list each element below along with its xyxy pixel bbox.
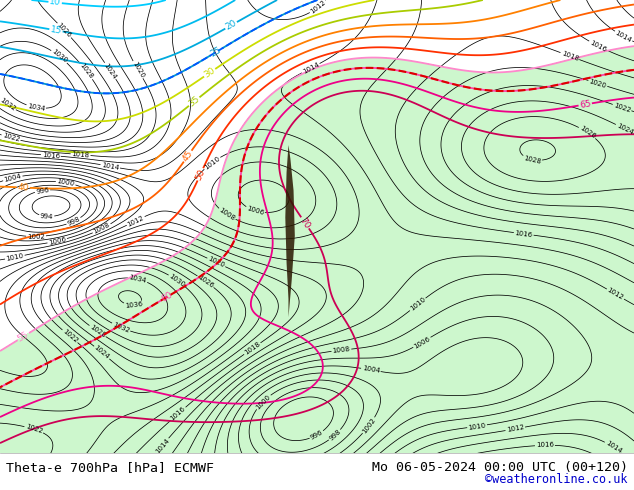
Text: 1012: 1012 [606, 287, 624, 301]
Text: 1024: 1024 [93, 344, 110, 361]
Text: 1016: 1016 [514, 230, 533, 238]
Text: 70: 70 [298, 216, 312, 230]
Text: 1018: 1018 [560, 50, 579, 62]
Text: 60: 60 [160, 290, 175, 303]
Text: 1012: 1012 [126, 214, 145, 227]
Text: 35: 35 [187, 95, 202, 109]
Text: 1034: 1034 [27, 103, 46, 112]
Text: 1028: 1028 [89, 324, 107, 339]
Text: 25: 25 [209, 45, 223, 59]
Text: 996: 996 [309, 429, 324, 441]
Text: 1026: 1026 [56, 22, 73, 39]
Text: 1002: 1002 [27, 233, 45, 240]
Text: 1010: 1010 [409, 296, 427, 312]
Text: 1022: 1022 [612, 102, 631, 113]
Text: 1020: 1020 [207, 256, 226, 269]
Text: 20: 20 [224, 19, 238, 32]
Text: 1012: 1012 [309, 0, 327, 15]
Text: ©weatheronline.co.uk: ©weatheronline.co.uk [485, 473, 628, 486]
Text: 1004: 1004 [3, 173, 22, 183]
Text: 1022: 1022 [2, 133, 20, 143]
Text: 1002: 1002 [361, 416, 377, 435]
Text: 1000: 1000 [255, 393, 271, 410]
Text: 1036: 1036 [124, 301, 143, 310]
Text: 1008: 1008 [332, 346, 351, 354]
Text: 1006: 1006 [48, 236, 67, 246]
Polygon shape [285, 145, 295, 318]
Text: 1006: 1006 [246, 205, 265, 216]
Text: 1016: 1016 [588, 39, 607, 52]
Text: 1020: 1020 [131, 60, 145, 79]
Text: 1016: 1016 [536, 442, 554, 448]
Text: 10: 10 [49, 0, 61, 7]
Text: 1004: 1004 [361, 366, 380, 374]
Text: 1026: 1026 [578, 125, 597, 140]
Text: 1016: 1016 [169, 406, 187, 422]
Text: 1028: 1028 [523, 155, 541, 165]
Text: 1022: 1022 [61, 328, 79, 344]
Text: 40: 40 [17, 183, 29, 192]
Text: Mo 06-05-2024 00:00 UTC (00+120): Mo 06-05-2024 00:00 UTC (00+120) [372, 462, 628, 474]
Text: 1014: 1014 [614, 29, 633, 43]
Text: 1032: 1032 [0, 97, 16, 112]
Text: 1022: 1022 [25, 423, 43, 435]
Text: 998: 998 [328, 428, 342, 442]
Text: 1016: 1016 [42, 152, 60, 159]
Text: 1024: 1024 [103, 62, 118, 80]
Text: 1020: 1020 [588, 78, 607, 89]
Text: 1028: 1028 [79, 62, 94, 80]
Text: 1010: 1010 [203, 155, 221, 171]
Text: 50: 50 [194, 167, 207, 181]
Text: 1018: 1018 [243, 341, 261, 356]
Text: 1014: 1014 [604, 440, 623, 455]
Text: 1026: 1026 [197, 274, 215, 289]
Text: 1030: 1030 [51, 49, 68, 64]
Text: 994: 994 [40, 213, 53, 220]
Text: 30: 30 [202, 66, 217, 80]
Text: 1014: 1014 [154, 437, 171, 454]
Text: 1012: 1012 [506, 424, 524, 433]
Text: 1034: 1034 [129, 274, 147, 284]
Text: Theta-e 700hPa [hPa] ECMWF: Theta-e 700hPa [hPa] ECMWF [6, 462, 214, 474]
Text: 1032: 1032 [112, 321, 131, 334]
Text: 1014: 1014 [302, 61, 320, 75]
Text: 1000: 1000 [56, 178, 75, 187]
Text: 15: 15 [49, 25, 62, 36]
Text: 1010: 1010 [468, 422, 486, 431]
Text: 1010: 1010 [6, 252, 24, 262]
Text: 998: 998 [67, 216, 81, 227]
Text: 996: 996 [36, 187, 49, 195]
Text: 1008: 1008 [217, 207, 236, 222]
Text: 55: 55 [16, 330, 30, 343]
Text: 1024: 1024 [616, 122, 634, 135]
Text: 1030: 1030 [168, 273, 186, 288]
Text: 1008: 1008 [93, 222, 111, 235]
Text: 65: 65 [579, 99, 592, 110]
Text: 1018: 1018 [72, 151, 90, 158]
Text: 1006: 1006 [413, 335, 431, 349]
Text: 1014: 1014 [101, 162, 120, 171]
Text: 45: 45 [181, 149, 195, 163]
